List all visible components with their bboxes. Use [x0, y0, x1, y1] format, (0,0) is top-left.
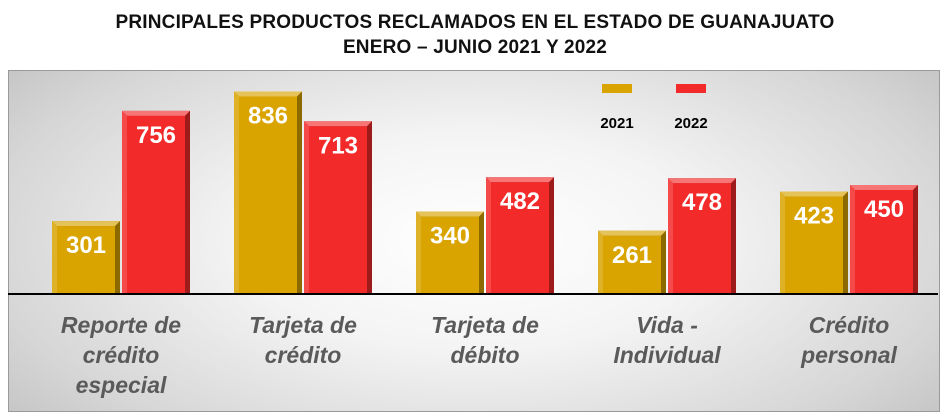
- category-label: Vida - Individual: [613, 312, 721, 368]
- bar-bevel-right: [185, 110, 190, 294]
- bar-bevel-top: [52, 221, 120, 227]
- bar-face: [855, 190, 913, 294]
- bar-bevel-top: [416, 211, 484, 217]
- bar-bevel-right: [731, 178, 736, 294]
- category-label-line: Reporte de: [61, 312, 181, 338]
- bar-2022-2: 482: [486, 177, 554, 294]
- category-label-line: especial: [76, 372, 167, 398]
- bar-bevel-left: [486, 177, 491, 294]
- legend-label-2021: 2021: [600, 115, 633, 132]
- bar-value-label: 482: [500, 188, 540, 215]
- bar-2021-4: 423: [780, 191, 848, 294]
- category-label: Tarjeta de débito: [431, 312, 539, 368]
- category-label-line: Vida -: [636, 312, 698, 338]
- bar-bevel-left: [668, 178, 673, 294]
- legend-swatch-2022: [676, 84, 706, 93]
- bar-bevel-left: [780, 191, 785, 294]
- bar-2022-3: 478: [668, 178, 736, 294]
- bar-value-label: 713: [318, 132, 358, 159]
- bar-value-label: 478: [682, 189, 722, 216]
- bar-bevel-left: [122, 110, 127, 294]
- bar-bevel-right: [843, 191, 848, 294]
- bar-bevel-right: [549, 177, 554, 294]
- bar-bevel-right: [479, 211, 484, 294]
- bar-value-label: 340: [430, 223, 470, 250]
- bar-face: [127, 115, 185, 294]
- category-label-line: Tarjeta de: [249, 312, 357, 338]
- bar-bevel-right: [115, 221, 120, 294]
- category-label: Tarjeta de crédito: [249, 312, 357, 368]
- bar-bevel-left: [416, 211, 421, 294]
- bar-bevel-top: [668, 178, 736, 184]
- bar-bevel-right: [297, 91, 302, 294]
- bar-bevel-left: [598, 230, 603, 294]
- bar-bevel-left: [52, 221, 57, 294]
- legend-label-2022: 2022: [674, 115, 707, 132]
- bar-face: [491, 182, 549, 294]
- bar-bevel-top: [780, 191, 848, 197]
- bar-bevel-right: [661, 230, 666, 294]
- legend-swatch-2021: [602, 84, 632, 93]
- bar-value-label: 836: [248, 103, 288, 130]
- category-label-line: débito: [451, 342, 520, 368]
- bar-bevel-left: [850, 185, 855, 294]
- chart-title-block: PRINCIPALES PRODUCTOS RECLAMADOS EN EL E…: [0, 10, 950, 60]
- bar-bevel-top: [850, 185, 918, 190]
- bar-face: [309, 126, 367, 294]
- bar-bevel-left: [234, 91, 239, 294]
- bar-bevel-left: [304, 121, 309, 294]
- bar-face: [239, 96, 297, 294]
- bar-2022-1: 713: [304, 121, 372, 294]
- category-label-line: personal: [800, 342, 897, 368]
- category-label-line: Crédito: [809, 312, 890, 338]
- bar-bevel-top: [598, 230, 666, 236]
- category-label: Crédito personal: [800, 312, 897, 368]
- bar-face: [673, 183, 731, 294]
- bar-2022-4: 450: [850, 185, 918, 294]
- bar-2022-0: 756: [122, 110, 190, 294]
- chart-title: PRINCIPALES PRODUCTOS RECLAMADOS EN EL E…: [115, 12, 835, 33]
- bar-value-label: 301: [66, 232, 106, 259]
- bar-2021-2: 340: [416, 211, 484, 294]
- bar-bevel-right: [367, 121, 372, 294]
- bar-bevel-top: [122, 110, 190, 116]
- bar-face: [421, 216, 479, 294]
- bar-value-label: 450: [864, 196, 904, 223]
- bar-bevel-right: [913, 185, 918, 294]
- category-label-line: crédito: [265, 342, 342, 368]
- bar-2021-3: 261: [598, 230, 666, 294]
- category-label: Reporte de crédito especial: [61, 312, 181, 398]
- bar-face: [57, 226, 115, 294]
- bar-2021-0: 301: [52, 221, 120, 294]
- category-label-line: Tarjeta de: [431, 312, 539, 338]
- bar-bevel-top: [234, 91, 302, 97]
- bar-value-label: 261: [612, 242, 652, 269]
- bar-bevel-top: [304, 121, 372, 127]
- chart-subtitle: ENERO – JUNIO 2021 Y 2022: [342, 37, 608, 58]
- category-label-line: Individual: [613, 342, 721, 368]
- bar-value-label: 756: [136, 122, 176, 149]
- bar-2021-1: 836: [234, 91, 302, 294]
- bar-value-label: 423: [794, 203, 834, 230]
- bar-face: [603, 235, 661, 294]
- category-label-line: crédito: [83, 342, 160, 368]
- bar-face: [785, 196, 843, 294]
- bar-bevel-top: [486, 177, 554, 183]
